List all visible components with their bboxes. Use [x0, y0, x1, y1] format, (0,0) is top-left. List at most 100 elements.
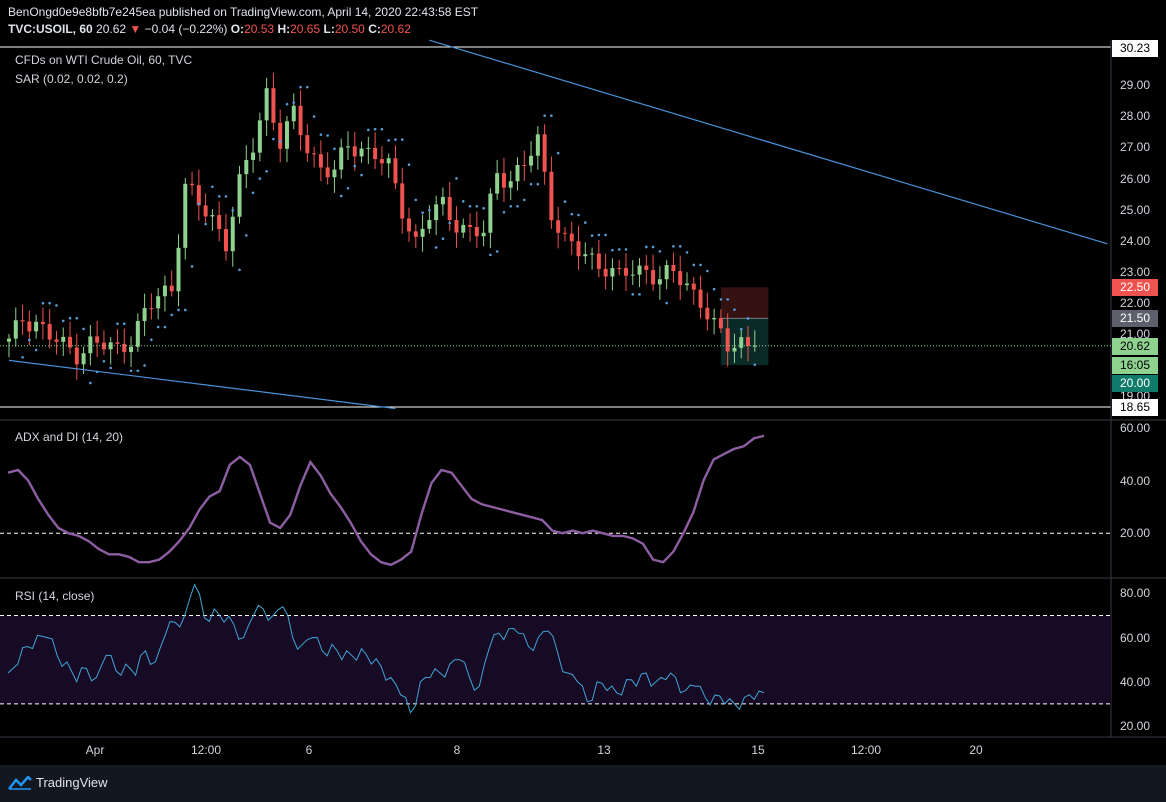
candle-body [664, 264, 669, 280]
countdown-tag: 16:05 [1112, 357, 1158, 374]
sar-dot [346, 186, 350, 190]
sar-dot [536, 182, 540, 186]
trendline [8, 359, 396, 410]
sar-dot [441, 237, 445, 241]
candle-body [685, 283, 689, 286]
sar-dot [624, 248, 628, 251]
candle-body [108, 342, 113, 350]
candle-body [637, 265, 642, 275]
candle-body [34, 321, 39, 332]
sar-dot [631, 293, 635, 296]
candle-body [366, 147, 371, 149]
chart-header: BenOngd0e9e8bfb7e245ea published on Trad… [0, 0, 1166, 46]
sar-dot [28, 338, 31, 342]
sar-dot [231, 209, 235, 212]
candle-body [291, 105, 296, 122]
sar-dot [726, 298, 729, 301]
sar-dot [312, 115, 316, 118]
sar-dot [333, 147, 336, 151]
candle-body [183, 183, 188, 248]
candle-body [468, 224, 473, 228]
pane-separators [0, 40, 1166, 738]
candle-body [135, 320, 140, 347]
candle-body [718, 318, 723, 329]
candle-body [7, 338, 11, 342]
candle-body [617, 268, 622, 270]
rsi-axis-tick: 40.00 [1120, 674, 1151, 689]
sar-dot [394, 138, 397, 141]
sar-dot [712, 287, 716, 291]
candle-body [223, 229, 228, 252]
rsi-band [0, 615, 1111, 704]
sar-dot [116, 322, 119, 326]
candle-body [596, 253, 601, 269]
candle-body [332, 169, 337, 178]
sar-dot [190, 265, 194, 268]
candle-body [95, 336, 100, 343]
sar-dot [387, 139, 390, 142]
sar-dot [156, 325, 160, 329]
candle-body [644, 265, 649, 271]
sar-dot [360, 173, 363, 177]
candle-body [420, 228, 425, 237]
sar-dot [428, 208, 431, 212]
candle-body [101, 342, 106, 350]
sar-dot [373, 127, 377, 131]
trendline [429, 39, 1108, 245]
price-pane[interactable] [0, 39, 1111, 410]
publish-info: BenOngd0e9e8bfb7e245ea published on Trad… [8, 5, 478, 19]
candle-body [61, 336, 66, 342]
high-value: 20.65 [290, 22, 321, 36]
time-axis-tick: 8 [453, 743, 461, 757]
price-axis-tick: 29.00 [1120, 78, 1151, 93]
candle-body [278, 122, 283, 149]
candle-body [373, 147, 378, 160]
candle-body [68, 336, 73, 348]
rsi-line [7, 583, 765, 714]
adx-line [7, 434, 765, 567]
sar-dot [665, 301, 668, 305]
price-tag-target: 20.00 [1112, 375, 1158, 392]
adx-axis-tick: 60.00 [1120, 420, 1151, 435]
sar-dot [543, 114, 546, 117]
candle-body [88, 336, 93, 354]
price-tag-high: 30.23 [1112, 40, 1158, 57]
chart-canvas[interactable] [0, 0, 1166, 765]
sar-dot [461, 200, 465, 203]
candle-body [400, 183, 405, 219]
adx-pane[interactable] [0, 434, 1111, 567]
candle-body [434, 204, 439, 221]
sar-dot [197, 202, 201, 206]
sar-dot [421, 211, 424, 215]
sar-dot [380, 127, 384, 131]
rsi-pane[interactable] [0, 583, 1111, 714]
time-axis-tick: 12:00 [190, 743, 222, 757]
candle-body [13, 320, 18, 339]
candle-body [542, 134, 547, 172]
sar-dot [672, 245, 675, 248]
sar-dot [529, 182, 533, 186]
close-label: C: [368, 22, 381, 36]
sar-dot [326, 134, 329, 137]
rsi-label: RSI (14, close) [15, 589, 95, 603]
sar-dot [434, 246, 438, 249]
candle-body [583, 254, 588, 257]
candle-body [651, 270, 656, 285]
sar-dot [285, 102, 289, 106]
tradingview-logo[interactable]: TradingView [8, 775, 108, 790]
candle-body [569, 233, 574, 242]
sar-dot [489, 253, 492, 257]
sar-dot [685, 251, 689, 254]
candle-body [217, 215, 222, 230]
price-axis-tick: 23.00 [1120, 264, 1151, 279]
price-tag-stop: 22.50 [1112, 279, 1158, 296]
candle-body [40, 321, 45, 325]
sar-dot [699, 263, 702, 267]
candle-body [379, 159, 384, 164]
sar-dot [41, 301, 45, 305]
candle-body [210, 215, 215, 217]
sar-dot [224, 195, 228, 198]
price-tag-entry: 21.50 [1112, 310, 1158, 327]
candle-body [352, 146, 357, 157]
sar-dot [706, 269, 709, 273]
